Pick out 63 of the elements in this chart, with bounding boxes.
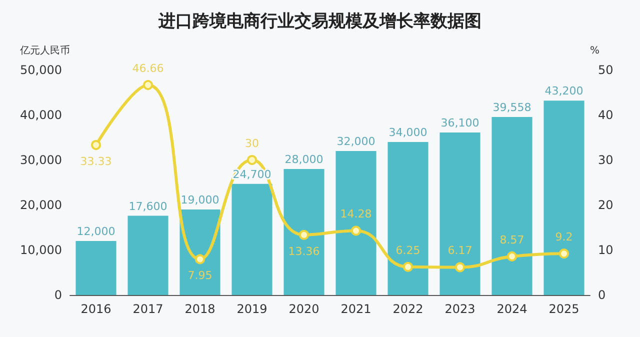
bar [128, 216, 168, 295]
data-label: 46.66 [132, 62, 164, 76]
bar [440, 132, 480, 295]
data-label: 43,200 [544, 84, 584, 98]
y-axis-title: 亿元人民币 [19, 44, 70, 56]
point [195, 254, 205, 264]
point [91, 140, 101, 150]
x-tick-label: 2019 [236, 302, 268, 316]
x-tick-label: 2022 [392, 302, 424, 316]
bar [284, 169, 324, 295]
data-label: 36,100 [440, 116, 480, 130]
y2-tick-label: 40 [598, 108, 614, 122]
x-tick-label: 2023 [444, 302, 476, 316]
x-tick-label: 2020 [288, 302, 320, 316]
x-tick-label: 2021 [340, 302, 372, 316]
y2-tick-label: 30 [598, 153, 614, 167]
data-label: 19,000 [180, 194, 220, 206]
x-tick-label: 2017 [132, 302, 164, 316]
data-label: 6.17 [448, 244, 472, 258]
data-label: 28,000 [284, 153, 324, 166]
y2-axis-title: % [590, 46, 600, 56]
data-label: 8.57 [500, 233, 524, 246]
point [299, 230, 309, 240]
bar [336, 151, 376, 295]
bar [232, 184, 272, 295]
x-tick-label: 2016 [80, 302, 112, 316]
point [455, 262, 465, 272]
y2-tick-label: 10 [598, 243, 614, 257]
data-label: 17,600 [128, 200, 168, 213]
data-label: 33.33 [80, 155, 112, 168]
y2-tick-label: 0 [598, 288, 606, 302]
x-tick-label: 2025 [548, 302, 580, 316]
bar [76, 241, 116, 295]
y-tick-label: 50,000 [20, 63, 62, 77]
data-label: 12,000 [76, 225, 116, 238]
y-tick-label: 0 [54, 288, 62, 302]
point [559, 248, 569, 259]
data-label: 14.28 [340, 208, 372, 221]
y-tick-label: 30,000 [20, 153, 62, 167]
data-label: 34,000 [388, 126, 428, 139]
data-label: 6.25 [396, 244, 420, 257]
point [507, 251, 517, 262]
bar [492, 116, 532, 295]
bar [388, 142, 428, 295]
data-label: 39,558 [492, 100, 532, 114]
data-label: 30 [245, 137, 259, 150]
data-label: 13.36 [288, 244, 320, 258]
x-tick-label: 2024 [496, 302, 528, 316]
y-tick-label: 20,000 [20, 198, 62, 212]
chart-title: 进口跨境电商行业交易规模及增长率数据图 [158, 12, 482, 32]
point [351, 226, 361, 236]
point [403, 262, 413, 272]
y-tick-label: 40,000 [20, 108, 62, 122]
point [247, 155, 257, 165]
data-label: 32,000 [336, 135, 376, 148]
y-tick-label: 10,000 [20, 243, 62, 257]
point [143, 80, 153, 90]
y2-tick-label: 50 [598, 63, 614, 77]
data-label: 7.95 [188, 269, 212, 282]
x-tick-label: 2018 [184, 302, 216, 316]
y2-tick-label: 20 [598, 198, 614, 212]
data-label: 9.2 [555, 230, 573, 244]
bar [544, 100, 584, 295]
